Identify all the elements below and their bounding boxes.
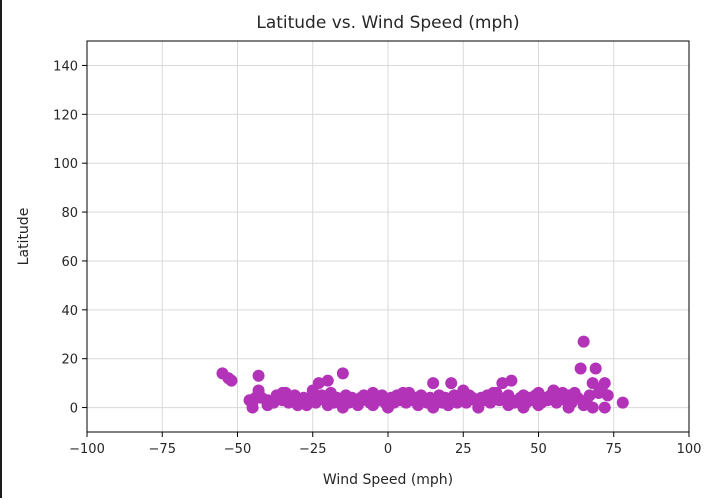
x-tick-label: −75 (149, 442, 176, 457)
data-point (427, 401, 440, 414)
data-point (577, 335, 590, 348)
data-point (502, 399, 515, 412)
y-tick-label: 40 (61, 304, 78, 319)
x-tick-label: −100 (69, 442, 105, 457)
data-point (496, 377, 509, 390)
x-tick-label: −50 (224, 442, 251, 457)
data-point (598, 377, 611, 390)
data-point (547, 384, 560, 397)
data-point (592, 386, 605, 399)
y-tick-label: 60 (61, 255, 78, 270)
data-point (562, 401, 575, 414)
y-tick-label: 140 (53, 59, 78, 74)
data-point (397, 386, 410, 399)
data-point (601, 389, 614, 402)
data-point (586, 377, 599, 390)
data-point (291, 399, 304, 412)
data-point (472, 401, 485, 414)
data-point (321, 374, 334, 387)
data-point (598, 401, 611, 414)
data-point (445, 377, 458, 390)
data-point (225, 374, 238, 387)
data-point (442, 399, 455, 412)
data-point (261, 399, 274, 412)
y-tick-label: 80 (61, 206, 78, 221)
data-point (382, 401, 394, 414)
data-point (532, 399, 545, 412)
data-point (412, 399, 425, 412)
ticks: −100 −75 −50 −25 0 25 50 75 100 0 20 40 60 80 100 120 14… (53, 59, 701, 457)
y-tick-label: 100 (53, 157, 78, 172)
data-point (616, 396, 629, 409)
data-point (577, 399, 590, 412)
data-point (321, 399, 334, 412)
data-point (574, 362, 587, 375)
data-point (586, 401, 599, 414)
points (216, 335, 629, 414)
x-tick-label: −25 (299, 442, 326, 457)
y-axis-label: Latitude (16, 208, 32, 266)
data-point (457, 384, 470, 397)
data-point (517, 401, 530, 414)
y-tick-label: 20 (61, 353, 78, 368)
data-point (306, 384, 319, 397)
data-point (583, 389, 596, 402)
chart-title: Latitude vs. Wind Speed (mph) (256, 13, 519, 33)
x-tick-label: 75 (605, 442, 622, 457)
data-point (336, 401, 349, 414)
data-point (351, 399, 364, 412)
data-point (589, 362, 602, 375)
x-tick-label: 50 (530, 442, 547, 457)
x-axis-label: Wind Speed (mph) (323, 472, 453, 488)
data-point (505, 374, 518, 387)
x-tick-label: 25 (455, 442, 472, 457)
data-point (487, 386, 500, 399)
x-tick-label: 0 (384, 442, 392, 457)
data-point (276, 386, 289, 399)
data-point (246, 401, 259, 414)
data-point (252, 369, 265, 382)
x-tick-label: 100 (677, 442, 702, 457)
y-tick-label: 120 (53, 108, 78, 123)
data-point (427, 377, 440, 390)
data-point (366, 386, 379, 399)
y-tick-label: 0 (70, 402, 78, 417)
data-point (336, 367, 349, 380)
